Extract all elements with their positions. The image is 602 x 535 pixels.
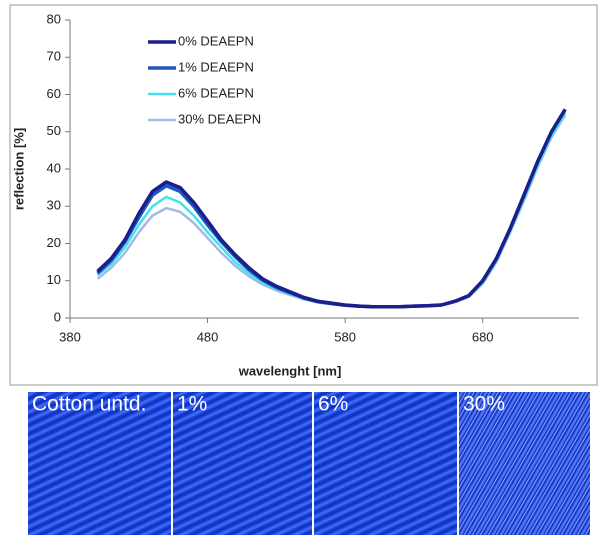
y-tick-label: 80 — [47, 11, 61, 26]
y-tick-label: 60 — [47, 86, 61, 101]
y-tick-label: 30 — [47, 198, 61, 213]
y-tick-label: 50 — [47, 123, 61, 138]
x-tick-label: 580 — [334, 329, 356, 344]
swatch-label: Cotton untd. — [32, 392, 146, 415]
divider — [171, 392, 173, 535]
y-tick-label: 40 — [47, 160, 61, 175]
legend-label: 0% DEAEPN — [178, 33, 254, 48]
legend-label: 30% DEAEPN — [178, 111, 261, 126]
divider — [457, 392, 459, 535]
y-tick-label: 10 — [47, 272, 61, 287]
y-tick-label: 70 — [47, 49, 61, 64]
fabric-photo — [458, 392, 590, 535]
y-tick-label: 20 — [47, 235, 61, 250]
divider — [312, 392, 314, 535]
x-tick-label: 480 — [197, 329, 219, 344]
swatch-label: 6% — [318, 392, 348, 415]
swatch-label: 30% — [463, 392, 505, 415]
x-axis-title: wavelenght [nm] — [238, 363, 342, 378]
y-axis-title: reflection [%] — [11, 128, 26, 210]
x-tick-label: 680 — [472, 329, 494, 344]
legend-label: 1% DEAEPN — [178, 59, 254, 74]
legend-label: 6% DEAEPN — [178, 85, 254, 100]
chart-frame — [9, 4, 598, 386]
swatch-label: 1% — [177, 392, 207, 415]
x-tick-label: 380 — [59, 329, 81, 344]
series-line — [96, 108, 567, 309]
y-tick-label: 0 — [54, 309, 61, 324]
